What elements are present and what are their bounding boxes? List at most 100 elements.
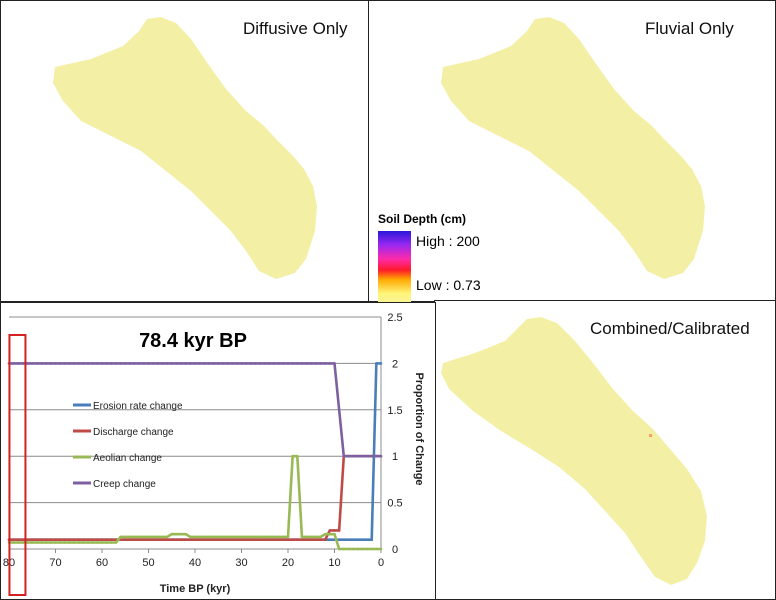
series-point bbox=[133, 362, 136, 365]
series-point bbox=[212, 538, 215, 542]
series-point bbox=[263, 538, 267, 542]
series-point bbox=[291, 362, 294, 365]
series-point bbox=[21, 541, 25, 544]
series-point bbox=[161, 535, 164, 539]
series-point bbox=[207, 535, 211, 539]
series-point bbox=[333, 529, 336, 532]
series-point bbox=[305, 538, 308, 542]
series-point bbox=[282, 362, 285, 365]
series-point bbox=[221, 538, 225, 542]
series-point bbox=[68, 538, 71, 542]
series-point bbox=[351, 547, 355, 551]
y-tick-label: 2 bbox=[392, 358, 398, 370]
series-point bbox=[137, 362, 141, 365]
series-point bbox=[193, 538, 197, 542]
series-point bbox=[72, 541, 76, 544]
series-point bbox=[184, 538, 187, 542]
series-point bbox=[105, 362, 108, 365]
series-point bbox=[35, 538, 39, 542]
series-point bbox=[314, 538, 318, 542]
series-point bbox=[258, 538, 262, 542]
series-point bbox=[63, 362, 67, 365]
series-point bbox=[110, 541, 113, 544]
series-point bbox=[175, 532, 178, 536]
catchment-map-diffusive bbox=[53, 17, 317, 279]
series-point bbox=[300, 362, 304, 365]
series-point bbox=[175, 362, 178, 365]
series-point bbox=[189, 362, 192, 365]
catchment-map-combined bbox=[441, 317, 707, 585]
series-point bbox=[342, 538, 346, 542]
series-point bbox=[272, 535, 276, 539]
series-point bbox=[323, 538, 327, 542]
series-point bbox=[40, 538, 43, 542]
y-tick-label: 1.5 bbox=[387, 405, 402, 417]
series-point bbox=[244, 538, 248, 542]
series-point bbox=[58, 362, 62, 365]
series-point bbox=[110, 362, 113, 365]
series-point bbox=[198, 535, 201, 539]
series-point bbox=[365, 454, 369, 458]
legend-entry: Creep change bbox=[93, 479, 156, 490]
series-point bbox=[184, 532, 187, 536]
current-time-highlight-box bbox=[8, 334, 27, 596]
series-point bbox=[328, 529, 332, 532]
series-point bbox=[328, 538, 332, 542]
series-point bbox=[323, 362, 327, 365]
series-point bbox=[26, 541, 29, 544]
series-point bbox=[240, 362, 243, 365]
series-point bbox=[337, 538, 341, 542]
series-point bbox=[203, 538, 206, 542]
series-point bbox=[221, 362, 225, 365]
series-point bbox=[319, 362, 322, 365]
x-tick-label: 60 bbox=[96, 557, 108, 569]
series-point bbox=[26, 538, 29, 542]
series-point bbox=[198, 538, 201, 542]
series-point bbox=[96, 541, 99, 544]
series-point bbox=[63, 541, 67, 544]
series-point bbox=[207, 362, 211, 365]
series-point bbox=[351, 538, 355, 542]
series-point bbox=[63, 538, 67, 542]
series-point bbox=[361, 454, 364, 458]
series-point bbox=[379, 362, 383, 365]
series-point bbox=[230, 535, 234, 539]
series-point bbox=[30, 362, 34, 365]
series-point bbox=[82, 538, 85, 542]
x-tick-label: 40 bbox=[189, 557, 201, 569]
series-point bbox=[319, 538, 322, 542]
series-point bbox=[86, 362, 90, 365]
x-axis-label: Time BP (kyr) bbox=[160, 583, 231, 595]
y-axis-label: Proportion of Change bbox=[413, 372, 425, 485]
series-point bbox=[49, 541, 53, 544]
series-point bbox=[333, 532, 336, 536]
series-point bbox=[133, 535, 136, 539]
series-point bbox=[272, 538, 276, 542]
series-point bbox=[356, 538, 360, 542]
series-point bbox=[114, 541, 118, 544]
map-panel-fluvial: Fluvial Only Soil Depth (cm) High : 200 … bbox=[368, 0, 776, 309]
series-point bbox=[230, 538, 234, 542]
series-point bbox=[277, 362, 281, 365]
series-point bbox=[179, 362, 183, 365]
series-point bbox=[30, 541, 34, 544]
series-point bbox=[226, 538, 229, 542]
chart-title: 78.4 kyr BP bbox=[139, 330, 247, 352]
y-tick-label: 0.5 bbox=[387, 498, 402, 510]
series-point bbox=[175, 538, 178, 542]
series-point bbox=[179, 538, 183, 542]
series-point bbox=[151, 535, 155, 539]
series-point bbox=[91, 541, 94, 544]
series-point bbox=[161, 362, 164, 365]
series-point bbox=[351, 454, 355, 458]
series-point bbox=[230, 362, 234, 365]
series-point bbox=[379, 454, 383, 458]
series-point bbox=[189, 538, 192, 542]
series-point bbox=[147, 362, 150, 365]
series-point bbox=[282, 535, 285, 539]
series-point bbox=[77, 538, 81, 542]
series-point bbox=[119, 362, 122, 365]
series-point bbox=[35, 541, 39, 544]
series-point bbox=[165, 362, 169, 365]
